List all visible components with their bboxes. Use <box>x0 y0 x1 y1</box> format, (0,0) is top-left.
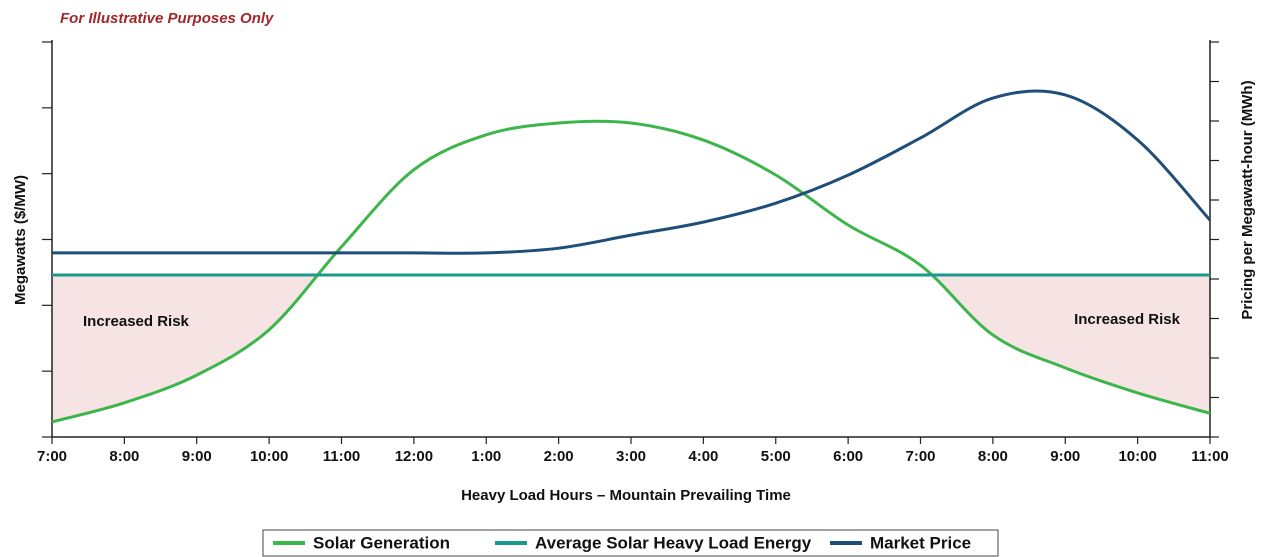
annotation: Increased Risk <box>83 313 190 330</box>
y-axis-label: Megawatts ($/MW) <box>12 175 29 305</box>
x-tick-label: 8:00 <box>109 448 139 465</box>
x-tick-label: 9:00 <box>1050 448 1080 465</box>
x-tick-label: 1:00 <box>471 448 501 465</box>
x-tick-label: 2:00 <box>544 448 574 465</box>
x-tick-label: 11:00 <box>1191 448 1229 465</box>
legend-label: Market Price <box>870 533 971 552</box>
x-tick-label: 7:00 <box>905 448 935 465</box>
series-line <box>52 89 1212 255</box>
legend-label: Average Solar Heavy Load Energy <box>535 533 812 552</box>
risk-mask <box>52 121 1210 438</box>
annotation: Increased Risk <box>1074 311 1181 328</box>
legend-label: Solar Generation <box>313 533 450 552</box>
x-tick-label: 7:00 <box>37 448 67 465</box>
x-tick-label: 5:00 <box>761 448 791 465</box>
x-tick-label: 4:00 <box>688 448 718 465</box>
x-tick-label: 12:00 <box>395 448 433 465</box>
y2-axis-label: Pricing per Megawatt-hour (MWh) <box>1239 80 1256 319</box>
x-tick-label: 6:00 <box>833 448 863 465</box>
x-axis-label: Heavy Load Hours – Mountain Prevailing T… <box>461 487 791 504</box>
x-tick-label: 3:00 <box>616 448 646 465</box>
x-tick-label: 8:00 <box>978 448 1008 465</box>
x-tick-label: 10:00 <box>250 448 288 465</box>
chart-title: For Illustrative Purposes Only <box>60 10 274 27</box>
series-line <box>51 119 1211 424</box>
legend-box <box>262 529 999 557</box>
x-tick-label: 9:00 <box>182 448 212 465</box>
x-tick-label: 11:00 <box>323 448 361 465</box>
x-tick-label: 10:00 <box>1118 448 1156 465</box>
